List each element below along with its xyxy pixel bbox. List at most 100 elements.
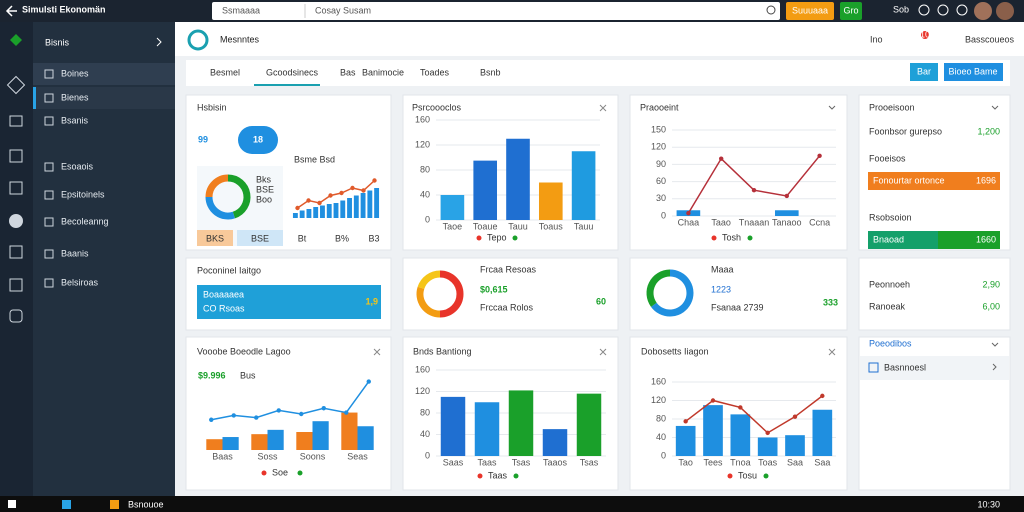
bar-value: 1696: [976, 175, 996, 185]
legend-dot: [747, 235, 753, 241]
row-label: Peonnoeh: [869, 279, 910, 289]
bar: [440, 396, 466, 456]
search-scope[interactable]: Ssmaaaa: [222, 5, 260, 15]
value: $0,615: [480, 284, 508, 294]
x-tick-label: Saas: [443, 457, 464, 467]
donut-segment: [650, 269, 694, 317]
nav-icon: [44, 190, 54, 200]
point: [231, 413, 236, 418]
tab[interactable]: Banimocie: [362, 67, 404, 77]
close-icon[interactable]: [599, 104, 607, 112]
tab[interactable]: Besmel: [210, 67, 240, 77]
y-tick-label: 160: [415, 114, 430, 124]
nav-item[interactable]: Baanis: [61, 248, 89, 258]
bar: [675, 425, 696, 456]
donut-segment: [416, 286, 441, 318]
close-icon[interactable]: [373, 348, 381, 356]
nav-item[interactable]: Esoaois: [61, 161, 94, 171]
y-tick-label: 90: [656, 159, 666, 169]
point: [276, 408, 281, 413]
taskbar-app[interactable]: Bsnouoe: [128, 499, 164, 509]
avatar[interactable]: [996, 2, 1014, 20]
tab-button[interactable]: [944, 63, 1003, 81]
nav-item[interactable]: Epsitoinels: [61, 189, 105, 199]
collapse-icon[interactable]: [156, 37, 162, 47]
y-tick-label: 80: [420, 164, 430, 174]
user-name[interactable]: Sob: [893, 4, 909, 14]
progress-bar: [868, 231, 938, 249]
search-icon[interactable]: [766, 5, 776, 15]
chevron[interactable]: [991, 342, 999, 347]
card-title: Dobosetts Iiagon: [641, 346, 709, 356]
x-tick-label: Tnoa: [730, 457, 751, 467]
icon[interactable]: [937, 4, 949, 16]
upgrade-label[interactable]: Suuuaaa: [792, 5, 828, 15]
bar: [730, 414, 751, 456]
back-icon[interactable]: [5, 5, 17, 17]
badge-button[interactable]: [840, 2, 862, 20]
avatar[interactable]: [974, 2, 992, 20]
point: [719, 156, 724, 161]
button-label[interactable]: Bioeo Bame: [948, 66, 997, 76]
y-tick-label: 40: [420, 429, 430, 439]
nav-item[interactable]: Becoleanng: [61, 216, 109, 226]
rail-icon[interactable]: [9, 115, 23, 127]
search-box[interactable]: [212, 2, 780, 20]
footer-chip: [237, 230, 283, 246]
point: [683, 419, 688, 424]
y-tick-label: 60: [656, 176, 666, 186]
card-title: Prooeisoon: [869, 102, 915, 112]
kpi: 99: [198, 134, 208, 144]
label: Maaa: [711, 264, 734, 274]
close-icon[interactable]: [599, 348, 607, 356]
button-label[interactable]: Bar: [917, 66, 931, 76]
bar: [703, 405, 723, 456]
rail-icon[interactable]: [9, 149, 23, 163]
upgrade-button[interactable]: [786, 2, 834, 20]
nav-item[interactable]: Bsanis: [61, 115, 89, 125]
bar: [353, 195, 359, 218]
rail-icon[interactable]: [9, 245, 23, 259]
tab[interactable]: Gcoodsinecs: [266, 67, 319, 77]
list-item[interactable]: [860, 356, 1009, 380]
row-value: 6,00: [982, 301, 1000, 311]
icon[interactable]: [956, 4, 968, 16]
nav-item[interactable]: Boines: [61, 68, 89, 78]
line: [685, 395, 823, 434]
legend-label: Taas: [488, 470, 508, 480]
tab-button[interactable]: [910, 63, 938, 81]
point: [254, 415, 259, 420]
rail-icon[interactable]: [9, 181, 23, 195]
header-action[interactable]: Basscoueos: [965, 34, 1015, 44]
taskbar-icon[interactable]: [62, 500, 71, 509]
x-tick-label: Taaos: [543, 457, 568, 467]
badge-label[interactable]: Gro: [843, 5, 858, 15]
rail-icon[interactable]: [6, 75, 26, 95]
icon[interactable]: [918, 4, 930, 16]
rail-icon[interactable]: [9, 214, 23, 228]
footer-chip: [197, 230, 233, 246]
bar-label: Bnaoad: [873, 234, 904, 244]
start-icon[interactable]: [8, 500, 16, 508]
y-tick-label: 40: [420, 189, 430, 199]
nav-item[interactable]: Bienes: [61, 92, 89, 102]
legend-dot: [727, 473, 733, 479]
chevron[interactable]: [828, 105, 836, 110]
tab[interactable]: Bas: [340, 67, 356, 77]
x-tick-label: Toaus: [539, 221, 564, 231]
list-item-label[interactable]: Basnnoesl: [884, 362, 926, 372]
search-input[interactable]: Cosay Susam: [315, 5, 371, 15]
nav-item[interactable]: Belsiroas: [61, 277, 99, 287]
rail-icon[interactable]: [9, 309, 23, 323]
legend-label: Tepo: [487, 232, 507, 242]
header-action[interactable]: Ino: [870, 34, 883, 44]
tab[interactable]: Toades: [420, 67, 450, 77]
close-icon[interactable]: [828, 348, 836, 356]
taskbar-icon[interactable]: [110, 500, 119, 509]
chevron[interactable]: [991, 105, 999, 110]
bar: [341, 412, 358, 450]
rail-icon[interactable]: [9, 278, 23, 292]
header-logo: [187, 29, 209, 51]
tab[interactable]: Bsnb: [480, 67, 501, 77]
y-tick-label: 0: [425, 450, 430, 460]
